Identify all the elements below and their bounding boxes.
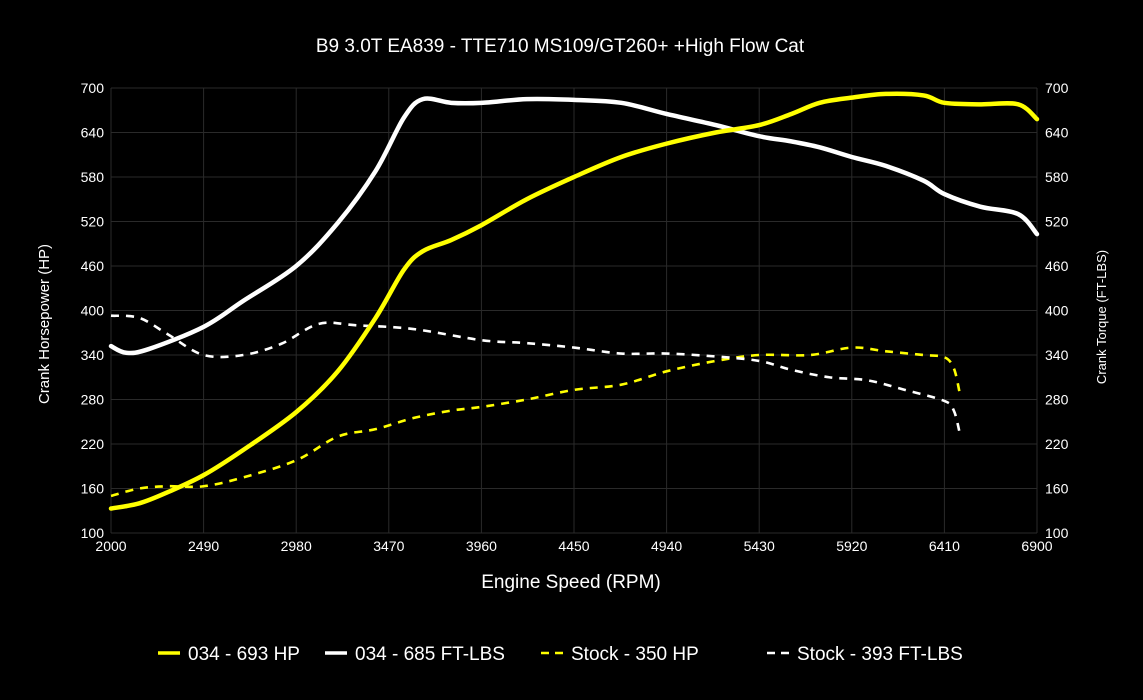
y-tick-label-left: 520 bbox=[81, 214, 105, 230]
x-tick-label: 5430 bbox=[744, 538, 775, 554]
x-tick-label: 5920 bbox=[836, 538, 867, 554]
legend: 034 - 693 HP 034 - 685 FT-LBS Stock - 350 … bbox=[158, 644, 963, 665]
x-tick-label: 2000 bbox=[95, 538, 126, 554]
y-axis-label-right: Crank Torque (FT-LBS) bbox=[1094, 250, 1109, 384]
y-tick-label-left: 340 bbox=[81, 347, 105, 363]
series-line-2 bbox=[108, 96, 1040, 356]
y-tick-label-left: 220 bbox=[81, 436, 105, 452]
y-axis-label-left: Crank Horsepower (HP) bbox=[36, 244, 53, 404]
x-axis-label: Engine Speed (RPM) bbox=[481, 572, 661, 593]
legend-label: 034 - 685 FT-LBS bbox=[355, 644, 505, 665]
legend-label: 034 - 693 HP bbox=[188, 644, 300, 665]
y-tick-label-left: 580 bbox=[81, 169, 105, 185]
x-tick-label: 4450 bbox=[558, 538, 589, 554]
y-tick-label-right: 700 bbox=[1045, 80, 1069, 96]
y-tick-label-right: 280 bbox=[1045, 392, 1069, 408]
grid bbox=[110, 87, 1038, 534]
series-line-4 bbox=[110, 314, 961, 433]
chart-title: B9 3.0T EA839 - TTE710 MS109/GT260+ +Hig… bbox=[316, 36, 805, 57]
y-tick-label-right: 640 bbox=[1045, 125, 1069, 141]
y-tick-label-right: 400 bbox=[1045, 303, 1069, 319]
y-tick-label-right: 340 bbox=[1045, 347, 1069, 363]
y-tick-label-right: 160 bbox=[1045, 481, 1069, 497]
x-tick-label: 6410 bbox=[929, 538, 960, 554]
y-tick-label-left: 280 bbox=[81, 392, 105, 408]
y-tick-label-right: 580 bbox=[1045, 169, 1069, 185]
y-tick-label-left: 160 bbox=[81, 481, 105, 497]
x-tick-label: 3470 bbox=[373, 538, 404, 554]
series-line-3 bbox=[110, 346, 961, 498]
legend-label: Stock - 350 HP bbox=[571, 644, 699, 665]
x-tick-label: 6900 bbox=[1021, 538, 1052, 554]
y-tick-label-left: 640 bbox=[81, 125, 105, 141]
x-tick-label: 4940 bbox=[651, 538, 682, 554]
series-line-1 bbox=[108, 91, 1040, 511]
y-tick-label-right: 460 bbox=[1045, 258, 1069, 274]
y-tick-label-right: 100 bbox=[1045, 525, 1069, 541]
x-tick-label: 2490 bbox=[188, 538, 219, 554]
y-tick-label-left: 400 bbox=[81, 303, 105, 319]
y-tick-label-left: 700 bbox=[81, 80, 105, 96]
x-tick-label: 3960 bbox=[466, 538, 497, 554]
y-tick-label-right: 220 bbox=[1045, 436, 1069, 452]
ticks: 2000 2490 2980 3470 3960 4450 4940 5430 5920 6410… bbox=[81, 80, 1069, 554]
x-tick-label: 2980 bbox=[281, 538, 312, 554]
legend-label: Stock - 393 FT-LBS bbox=[797, 644, 963, 665]
series-layer bbox=[108, 91, 1040, 511]
y-tick-label-right: 520 bbox=[1045, 214, 1069, 230]
y-tick-label-left: 460 bbox=[81, 258, 105, 274]
y-tick-label-left: 100 bbox=[81, 525, 105, 541]
